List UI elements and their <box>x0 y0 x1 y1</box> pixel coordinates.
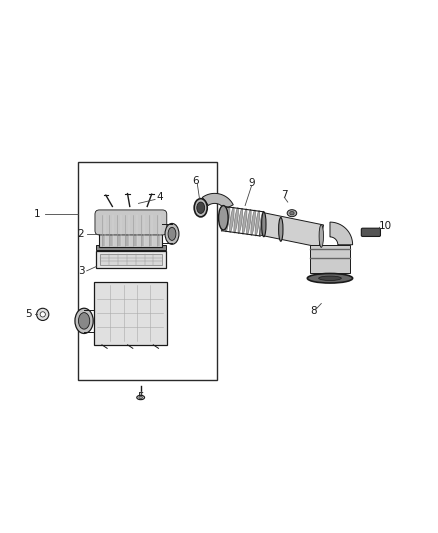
Ellipse shape <box>219 206 228 230</box>
Ellipse shape <box>290 212 294 215</box>
Text: 3: 3 <box>78 266 85 276</box>
Ellipse shape <box>197 202 205 213</box>
Bar <box>99 214 162 247</box>
Ellipse shape <box>251 210 255 236</box>
Ellipse shape <box>307 273 353 283</box>
Bar <box>310 245 350 273</box>
Ellipse shape <box>225 206 230 232</box>
Ellipse shape <box>221 206 226 231</box>
Ellipse shape <box>287 209 297 216</box>
Bar <box>117 215 121 246</box>
Ellipse shape <box>137 395 145 400</box>
Text: 9: 9 <box>248 178 255 188</box>
Ellipse shape <box>75 308 93 334</box>
Text: 10: 10 <box>379 221 392 231</box>
Bar <box>102 215 105 246</box>
Ellipse shape <box>319 276 341 280</box>
Ellipse shape <box>168 228 176 240</box>
FancyBboxPatch shape <box>95 210 167 235</box>
Ellipse shape <box>247 209 251 235</box>
Polygon shape <box>259 213 324 247</box>
Bar <box>157 215 160 246</box>
Text: 2: 2 <box>78 229 85 239</box>
Ellipse shape <box>78 312 90 329</box>
Circle shape <box>37 308 49 320</box>
Bar <box>100 254 162 265</box>
Ellipse shape <box>194 199 207 217</box>
Text: 1: 1 <box>34 209 41 219</box>
Bar <box>96 251 166 268</box>
Ellipse shape <box>255 211 260 236</box>
Ellipse shape <box>238 208 243 233</box>
FancyBboxPatch shape <box>361 228 381 237</box>
Ellipse shape <box>279 217 283 241</box>
Text: 8: 8 <box>311 306 317 316</box>
Text: 5: 5 <box>25 309 32 319</box>
Bar <box>125 215 129 246</box>
Text: 4: 4 <box>157 192 163 202</box>
Text: 6: 6 <box>192 176 198 186</box>
Bar <box>78 162 217 379</box>
Ellipse shape <box>259 211 264 237</box>
Bar <box>133 215 137 246</box>
Ellipse shape <box>242 209 247 234</box>
Polygon shape <box>330 222 353 245</box>
Text: 7: 7 <box>281 190 288 200</box>
Bar <box>96 245 166 251</box>
Bar <box>149 215 152 246</box>
Text: 5: 5 <box>138 392 144 402</box>
Ellipse shape <box>139 397 142 399</box>
Bar <box>110 215 113 246</box>
Bar <box>94 282 167 345</box>
Ellipse shape <box>165 223 179 244</box>
Circle shape <box>40 312 46 317</box>
Ellipse shape <box>319 225 323 247</box>
Ellipse shape <box>230 207 234 232</box>
Polygon shape <box>202 193 233 209</box>
Ellipse shape <box>261 212 266 237</box>
Bar <box>141 215 145 246</box>
Ellipse shape <box>234 208 238 233</box>
